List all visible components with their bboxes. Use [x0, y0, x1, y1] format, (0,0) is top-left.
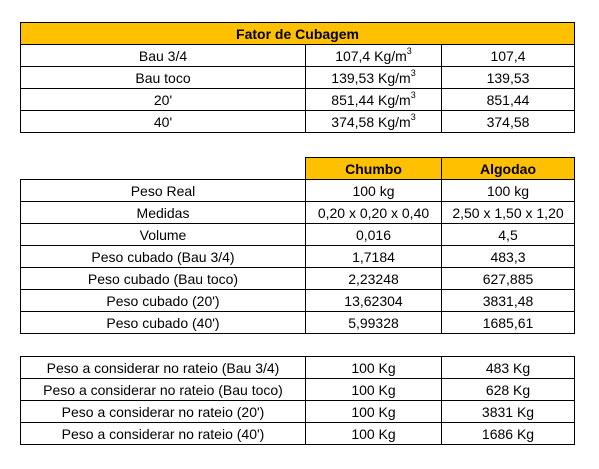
algodao-cell: 627,885	[441, 267, 575, 290]
chumbo-cell: 0,016	[305, 223, 442, 246]
table-row: Peso cubado (Bau toco) 2,23248 627,885	[20, 267, 575, 290]
empty-corner-cell	[21, 158, 306, 180]
table-row: Peso cubado (40') 5,99328 1685,61	[20, 311, 575, 334]
table-row: Bau 3/4 107,4 Kg/m3 107,4	[20, 44, 576, 67]
header-algodao: Algodao	[441, 157, 575, 180]
algodao-cell: 1686 Kg	[441, 422, 575, 445]
algodao-cell: 1685,61	[441, 311, 575, 334]
row-label: Peso a considerar no rateio (40')	[20, 422, 306, 445]
factor-number: 851,44	[440, 88, 576, 111]
row-label: Volume	[20, 223, 306, 246]
table-row: Peso a considerar no rateio (Bau 3/4) 10…	[20, 356, 575, 379]
chumbo-cell: 100 Kg	[305, 356, 442, 379]
row-label: Peso cubado (Bau toco)	[20, 267, 306, 290]
algodao-cell: 483,3	[441, 245, 575, 268]
row-label: Peso a considerar no rateio (20')	[20, 400, 306, 423]
table-row: Peso a considerar no rateio (40') 100 Kg…	[20, 422, 575, 445]
row-label: Bau toco	[20, 66, 306, 89]
row-label: Peso cubado (Bau 3/4)	[20, 245, 306, 268]
chumbo-cell: 100 kg	[305, 179, 442, 202]
chumbo-cell: 2,23248	[305, 267, 442, 290]
rateio-table: Peso a considerar no rateio (Bau 3/4) 10…	[20, 356, 575, 445]
table-row: Bau toco 139,53 Kg/m3 139,53	[20, 66, 576, 89]
chumbo-cell: 100 Kg	[305, 422, 442, 445]
table-row: Peso cubado (Bau 3/4) 1,7184 483,3	[20, 245, 575, 268]
factor-number: 139,53	[440, 66, 576, 89]
row-label: 40'	[20, 110, 306, 133]
row-label: Bau 3/4	[20, 44, 306, 67]
row-label: Peso cubado (20')	[20, 289, 306, 312]
comparacao-table: Chumbo Algodao Peso Real 100 kg 100 kg M…	[20, 157, 575, 334]
algodao-cell: 2,50 x 1,50 x 1,20	[441, 201, 575, 224]
chumbo-cell: 5,99328	[305, 311, 442, 334]
algodao-cell: 100 kg	[441, 179, 575, 202]
factor-value: 107,4 Kg/m3	[305, 44, 442, 67]
table-row: Peso cubado (20') 13,62304 3831,48	[20, 289, 575, 312]
algodao-cell: 483 Kg	[441, 356, 575, 379]
factor-value: 851,44 Kg/m3	[305, 88, 442, 111]
table-row: Peso Real 100 kg 100 kg	[20, 179, 575, 202]
fator-cubagem-title: Fator de Cubagem	[19, 22, 576, 45]
algodao-cell: 3831 Kg	[441, 400, 575, 423]
chumbo-cell: 100 Kg	[305, 378, 442, 401]
table-row: 20' 851,44 Kg/m3 851,44	[20, 88, 576, 111]
table-row: Medidas 0,20 x 0,20 x 0,40 2,50 x 1,50 x…	[20, 201, 575, 224]
table-row: Volume 0,016 4,5	[20, 223, 575, 246]
header-chumbo: Chumbo	[305, 157, 442, 180]
factor-value: 139,53 Kg/m3	[305, 66, 442, 89]
row-label: Peso cubado (40')	[20, 311, 306, 334]
chumbo-cell: 0,20 x 0,20 x 0,40	[305, 201, 442, 224]
factor-value: 374,58 Kg/m3	[305, 110, 442, 133]
factor-number: 374,58	[440, 110, 576, 133]
factor-number: 107,4	[440, 44, 576, 67]
fator-cubagem-table: Fator de Cubagem Bau 3/4 107,4 Kg/m3 107…	[19, 22, 576, 133]
algodao-cell: 3831,48	[441, 289, 575, 312]
row-label: 20'	[20, 88, 306, 111]
table-row: Peso a considerar no rateio (Bau toco) 1…	[20, 378, 575, 401]
row-label: Peso Real	[20, 179, 306, 202]
row-label: Peso a considerar no rateio (Bau 3/4)	[20, 356, 306, 379]
comparacao-header-row: Chumbo Algodao	[21, 157, 575, 180]
chumbo-cell: 1,7184	[305, 245, 442, 268]
row-label: Medidas	[20, 201, 306, 224]
chumbo-cell: 100 Kg	[305, 400, 442, 423]
algodao-cell: 628 Kg	[441, 378, 575, 401]
algodao-cell: 4,5	[441, 223, 575, 246]
chumbo-cell: 13,62304	[305, 289, 442, 312]
fator-cubagem-title-row: Fator de Cubagem	[19, 22, 576, 45]
table-row: 40' 374,58 Kg/m3 374,58	[20, 110, 576, 133]
row-label: Peso a considerar no rateio (Bau toco)	[20, 378, 306, 401]
table-row: Peso a considerar no rateio (20') 100 Kg…	[20, 400, 575, 423]
